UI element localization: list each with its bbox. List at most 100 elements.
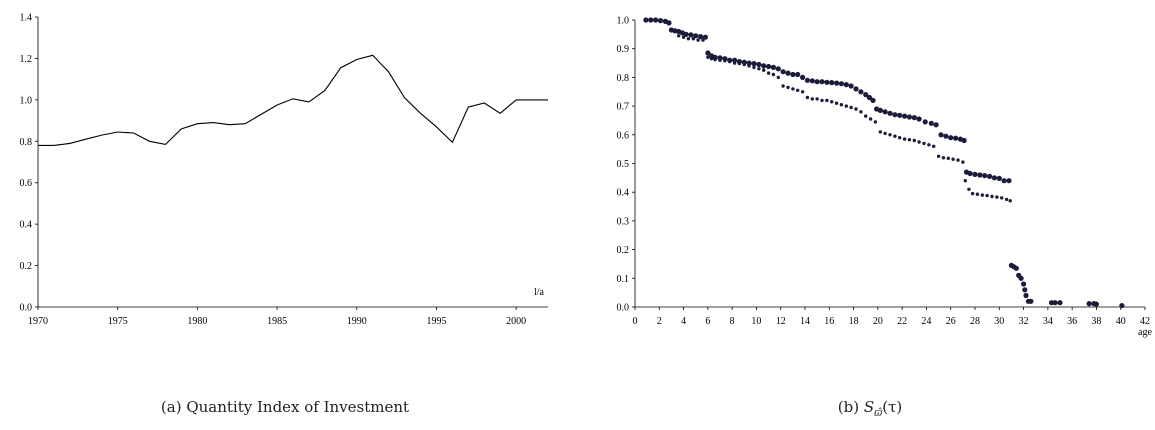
chart-b-xlabel: age [1138, 327, 1152, 338]
chart-b-y-tick-label: 0.9 [617, 44, 630, 55]
chart-b-point [859, 110, 863, 114]
chart-b-point [996, 175, 1002, 181]
chart-b-x-tick-label: 34 [1043, 316, 1053, 327]
chart-b-point [709, 57, 714, 61]
chart-b-point [888, 133, 892, 137]
chart-b-point [742, 62, 746, 67]
chart-b-point [775, 66, 781, 72]
chart-b-point [902, 137, 907, 141]
chart-b-point [825, 98, 829, 103]
chart-b-point [780, 69, 786, 75]
chart-b-point [839, 103, 844, 107]
chart-a-x-tick-label: 1995 [426, 316, 446, 327]
chart-b-point [902, 113, 908, 119]
chart-b-point [844, 104, 848, 108]
chart-b-point [975, 192, 980, 196]
chart-b-point [991, 175, 997, 181]
chart-a-y-tick-label: 0.0 [20, 303, 33, 314]
chart-b-point [941, 156, 946, 160]
chart-b-point [932, 144, 936, 148]
chart-b-point [834, 101, 839, 105]
chart-b-point [747, 64, 751, 68]
chart-b-point [829, 80, 835, 86]
chart-b-y-tick-label: 0.0 [617, 303, 630, 314]
chart-b-y-tick-label: 0.7 [617, 102, 630, 113]
chart-a-x-tick-label: 1990 [347, 316, 367, 327]
chart-b-point [766, 63, 772, 70]
chart-b-point [696, 38, 700, 42]
chart-b-point [830, 100, 834, 104]
chart-b-point [728, 59, 732, 64]
chart-b-point [848, 83, 854, 89]
chart-b-point [795, 71, 801, 78]
chart-b-point [961, 160, 965, 164]
chart-a-y-tick-label: 0.4 [20, 220, 33, 231]
chart-b-point [776, 75, 780, 80]
chart-a-axes: 0.0 0.2 0.4 0.6 0.8 1.0 1.2 1.4 1970 1975 1980 1985… [20, 13, 548, 327]
chart-b-point [732, 61, 737, 65]
chart-b-x-tick-label: 8 [730, 316, 735, 327]
chart-b-y-tick-label: 1.0 [617, 16, 630, 27]
chart-a-y-tick-label: 1.4 [20, 13, 33, 24]
chart-b-point [1001, 178, 1007, 184]
chart-b-point [1048, 300, 1055, 306]
chart-b-point [653, 17, 659, 23]
chart-a-y-tick-label: 0.6 [20, 178, 33, 189]
caption-b-prefix: (b) [837, 398, 864, 416]
caption-b-argument: (τ) [882, 398, 903, 416]
chart-a-x-tick-label: 1975 [108, 316, 128, 327]
chart-b-point [922, 119, 928, 125]
chart-b-point [686, 37, 691, 41]
chart-b-point [737, 61, 742, 66]
chart-b-point [933, 122, 939, 128]
chart-b-point [781, 84, 785, 88]
chart-b-point [858, 89, 864, 95]
chart-b-point [897, 112, 903, 118]
chart-b-point [1052, 300, 1058, 306]
chart-b-point [887, 110, 893, 116]
chart-b-point [863, 92, 869, 98]
chart-a-xlabel: l/a [534, 287, 545, 298]
chart-b-point [815, 97, 819, 101]
chart-b-point [883, 131, 887, 136]
chart-b-x-tick-label: 20 [873, 316, 883, 327]
chart-b-point [732, 57, 738, 63]
chart-b-point [819, 79, 825, 85]
chart-b-x-tick-label: 26 [946, 316, 956, 327]
chart-b-point [970, 191, 975, 196]
chart-b-point [953, 135, 959, 141]
chart-b-point [1028, 298, 1034, 304]
chart-b-point [810, 97, 814, 101]
chart-b-point [838, 81, 844, 87]
chart-b-point [718, 58, 722, 62]
chart-b-point [911, 115, 917, 121]
chart-b-point [785, 70, 791, 76]
chart-b-point [936, 154, 941, 158]
chart-b-y-tick-label: 0.8 [617, 73, 630, 84]
chart-b-point [995, 195, 999, 199]
chart-b-point [834, 80, 840, 86]
chart-b-point [677, 34, 681, 38]
chart-b-point [946, 156, 950, 160]
chart-b-point [770, 64, 776, 70]
chart-b-point [824, 79, 830, 85]
chart-b-point [898, 136, 902, 140]
chart-b-point [757, 67, 761, 71]
chart-b-point [702, 34, 708, 40]
chart-b-point [693, 33, 699, 39]
chart-b-x-tick-label: 24 [921, 316, 931, 327]
chart-b-point [805, 95, 810, 100]
chart-a-x-tick-label: 1985 [267, 316, 287, 327]
chart-b-point [866, 94, 872, 101]
chart-b-point [820, 98, 824, 103]
chart-b-point [688, 32, 694, 38]
chart-b-x-tick-label: 4 [681, 316, 686, 327]
chart-b-point [951, 157, 955, 161]
chart-b-point [1021, 281, 1027, 287]
caption-a: (a) Quantity Index of Investment [160, 398, 410, 416]
chart-a-x-tick-label: 2000 [506, 316, 526, 327]
chart-b-point [868, 117, 873, 121]
chart-b-point [864, 114, 868, 118]
chart-b-point [948, 135, 954, 141]
chart-b-point [987, 173, 993, 179]
